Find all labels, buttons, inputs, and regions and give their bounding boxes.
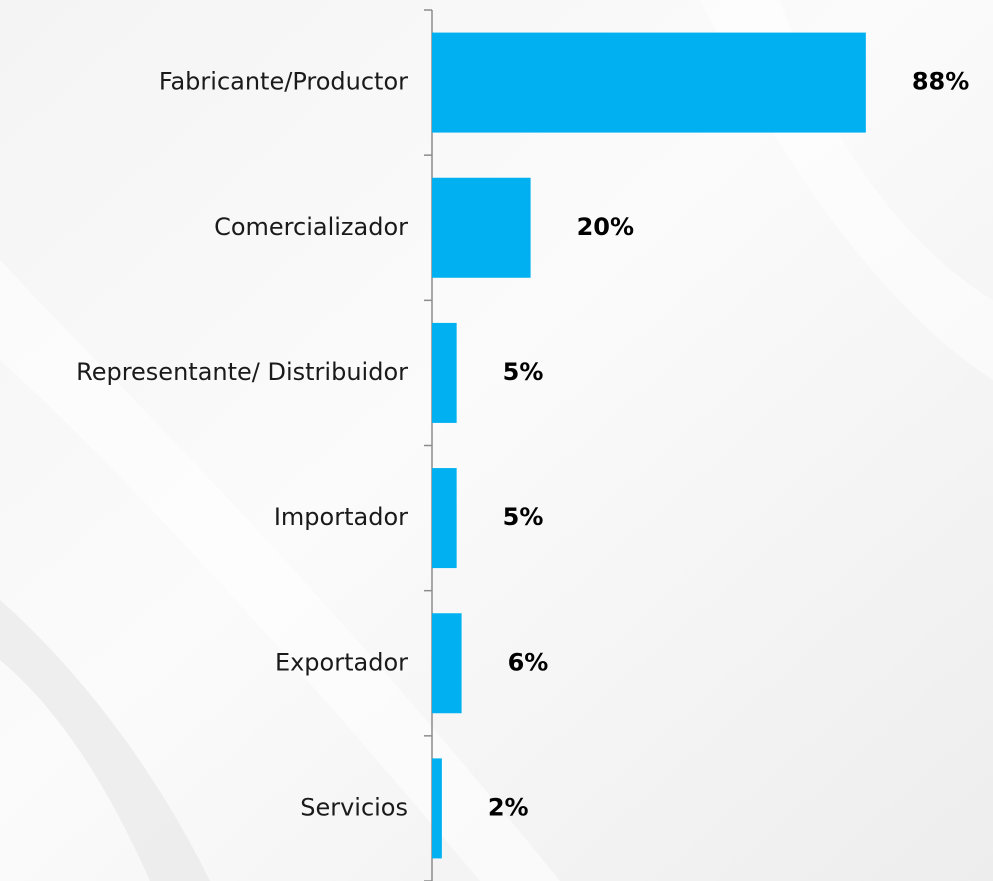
value-label: 20% [577,213,634,241]
bar [432,468,457,569]
category-label: Representante/ Distribuidor [76,358,408,386]
bar [432,758,442,859]
category-label: Exportador [275,648,408,676]
background-swoosh [0,260,560,881]
bar [432,322,457,423]
category-label: Servicios [300,793,408,821]
category-label: Importador [274,503,408,531]
value-label: 6% [508,648,549,676]
value-label: 88% [912,68,969,96]
value-label: 2% [488,793,529,821]
background-swoosh [0,600,210,881]
category-label: Comercializador [214,213,408,241]
category-label: Fabricante/Productor [159,68,408,96]
value-label: 5% [503,358,544,386]
bar [432,613,462,714]
bar [432,32,866,133]
bar [432,177,531,278]
value-label: 5% [503,503,544,531]
